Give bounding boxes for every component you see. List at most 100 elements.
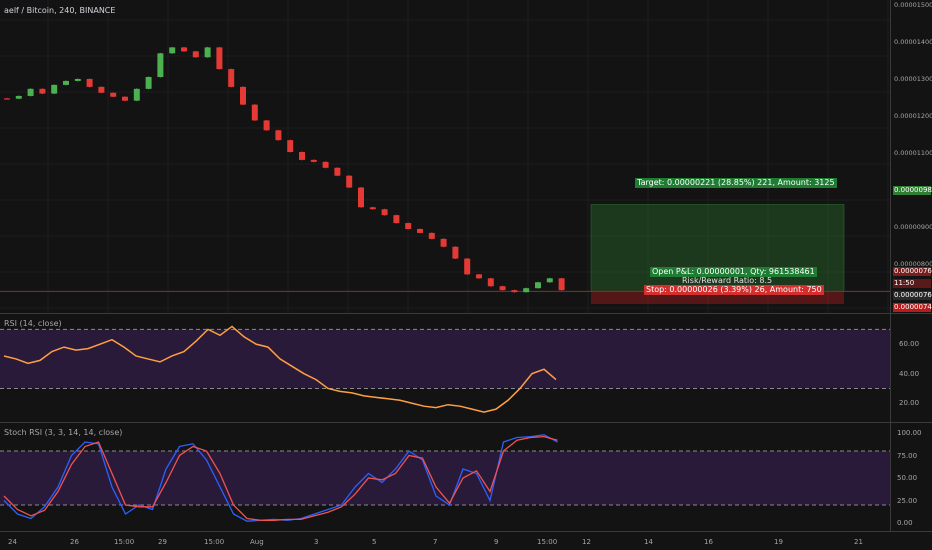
price-tick-label: 0.00000900 [894,223,932,231]
stoch-tick-label: 75.00 [897,451,918,460]
price-chip: 0.00000767 [893,267,932,276]
candle [452,246,459,259]
time-tick-label: 9 [494,538,499,546]
position-pnl-label: Open P&L: 0.00000001, Qty: 961538461 [650,267,817,277]
time-axis-divider [0,531,932,532]
candle [251,104,258,121]
candle [15,95,22,99]
stoch-axis[interactable]: 100.00 75.00 50.00 25.00 0.00 [890,423,932,531]
candle [181,47,187,52]
rsi-tick-label: 60.00 [899,340,920,349]
candle [322,161,329,168]
rsi-pane[interactable]: RSI (14, close) [0,314,890,422]
price-tick-label: 0.00000800 [894,260,932,268]
candle [240,86,246,105]
time-tick-label: 14 [644,538,653,546]
stoch-title: Stoch RSI (3, 3, 14, 14, close) [4,428,123,437]
stoch-band [0,451,890,505]
time-tick-label: 29 [158,538,167,546]
candle [63,80,69,85]
candle [145,77,152,89]
symbol-title: aelf / Bitcoin, 240, BINANCE [4,6,116,15]
time-tick-label: 19 [774,538,783,546]
price-tick-label: 0.00001500 [894,1,932,9]
stoch-tick-label: 50.00 [897,474,918,482]
candle [216,47,223,70]
candle [417,228,423,233]
stoch-tick-label: 0.00 [897,519,913,527]
time-tick-label: 16 [704,538,713,546]
candle [358,187,364,208]
rsi-chart [0,325,890,413]
candle [381,209,388,216]
time-tick-label: 5 [372,538,377,546]
rsi-line [3,325,557,413]
candle [74,78,81,81]
candle [346,175,353,188]
price-tick-label: 0.00001300 [894,75,932,83]
pane-divider[interactable] [0,313,932,314]
candle [275,130,282,141]
price-tick-label: 0.00001100 [894,149,932,157]
candle [4,98,10,100]
rsi-title: RSI (14, close) [4,319,62,328]
time-tick-label: 12 [582,538,591,546]
candle [263,120,270,131]
time-axis[interactable]: 24 26 15:00 29 15:00 Aug 3 5 7 9 15:00 12 14 16 19 21 [0,532,890,550]
price-chip: 0.00000766 [893,291,932,300]
candle [169,47,176,54]
candle [228,69,235,87]
time-tick-label: 7 [433,538,438,546]
candle [51,84,58,94]
time-tick-label: Aug [250,538,264,546]
candle [535,282,541,289]
stoch-rsi-chart [0,434,890,522]
rsi-band [0,329,890,389]
price-chip: 11:50 [893,279,931,288]
candle [287,140,294,152]
rsi-tick-label: 40.00 [899,369,920,378]
candle [133,88,140,101]
candle [157,53,164,77]
candle [310,159,317,162]
price-tick-label: 0.00001200 [894,112,932,120]
candle [369,207,376,210]
position-rr-label: Risk/Reward Ratio: 8.5 [682,276,773,285]
time-tick-label: 15:00 [537,538,558,546]
stoch-tick-label: 100.00 [897,429,922,437]
stoch-line [3,435,558,521]
candle [204,47,211,58]
stoch-tick-label: 25.00 [897,496,918,505]
position-stop-label: Stop: 0.00000026 (3.39%) 26, Amount: 750 [644,285,824,295]
candle [122,96,128,101]
candle [110,92,117,97]
time-tick-label: 15:00 [114,538,135,546]
time-tick-label: 3 [314,538,319,546]
price-chip: 0.00000987 [893,186,932,195]
candle [476,274,482,279]
rsi-axis[interactable]: 60.00 40.00 20.00 [890,314,932,422]
candle [523,288,530,293]
price-tick-label: 0.00001400 [894,38,932,46]
candle [499,286,506,291]
pane-divider[interactable] [0,422,932,423]
candle [98,86,105,93]
price-pane[interactable]: aelf / Bitcoin, 240, BINANCE Target: 0.0… [0,0,890,313]
candle [27,88,34,96]
time-tick-label: 26 [70,538,79,546]
candle [558,278,565,291]
time-tick-label: 21 [854,538,863,546]
time-tick-label: 15:00 [204,538,225,546]
candle [393,215,400,224]
candle [299,152,305,160]
time-tick-label: 24 [8,538,17,546]
position-target-label: Target: 0.00000221 (28.85%) 221, Amount:… [635,178,837,188]
candle [464,258,471,275]
candle [440,238,447,247]
candle [86,78,93,87]
candle [39,88,46,94]
candle [428,232,435,239]
candle [546,278,553,283]
candle [405,223,412,229]
stoch-pane[interactable]: Stoch RSI (3, 3, 14, 14, close) [0,423,890,531]
